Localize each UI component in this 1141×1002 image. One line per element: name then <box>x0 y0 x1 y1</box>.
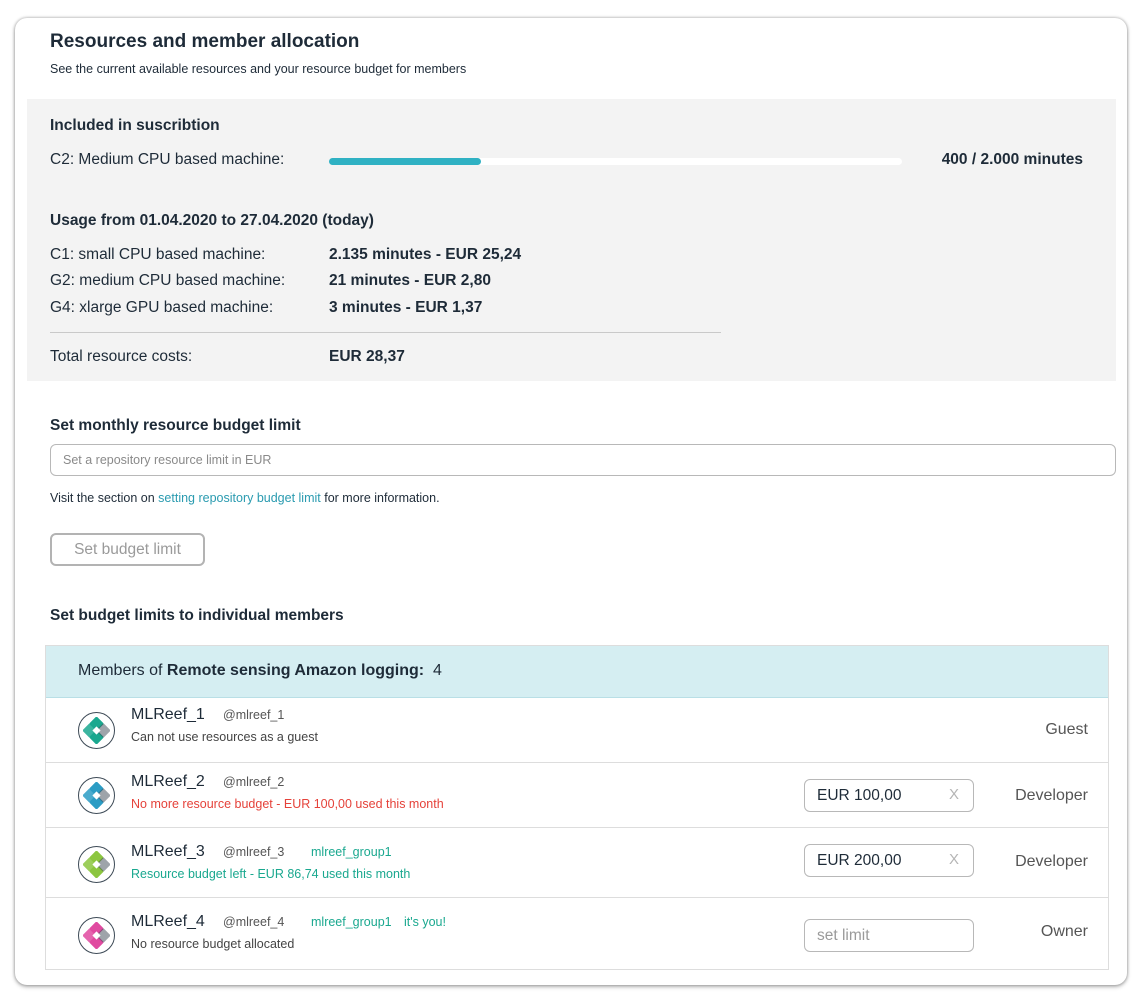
mlreef-logo-icon <box>83 922 110 949</box>
set-budget-limit-button[interactable]: Set budget limit <box>50 533 205 566</box>
usage-divider <box>50 332 721 333</box>
mlreef-logo-icon <box>83 717 110 744</box>
members-list: Members of Remote sensing Amazon logging… <box>45 645 1109 970</box>
total-costs-value: EUR 28,37 <box>329 348 405 365</box>
member-status: No resource budget allocated <box>131 937 295 951</box>
member-role: Owner <box>1040 923 1088 940</box>
subscription-heading: Included in suscribtion <box>50 117 220 134</box>
usage-row-label: C1: small CPU based machine: <box>50 246 266 263</box>
member-budget-field <box>804 919 974 952</box>
subscription-progress-bar <box>329 158 902 165</box>
member-status: Resource budget left - EUR 86,74 used th… <box>131 867 411 881</box>
member-row: MLReef_1 @mlreef_1 Can not use resources… <box>46 698 1108 762</box>
avatar <box>78 846 115 883</box>
member-budget-input[interactable] <box>805 780 945 811</box>
member-role: Developer <box>1015 853 1088 870</box>
usage-row-label: G2: medium CPU based machine: <box>50 272 286 289</box>
budget-info-text: Visit the section on setting repository … <box>50 491 440 505</box>
avatar <box>78 777 115 814</box>
budget-info-prefix: Visit the section on <box>50 491 159 505</box>
members-count: 4 <box>433 662 442 679</box>
member-row: MLReef_4 @mlreef_4 mlreef_group1 it's yo… <box>46 897 1108 971</box>
current-user-tag: it's you! <box>404 915 446 929</box>
avatar <box>78 712 115 749</box>
members-header: Members of Remote sensing Amazon logging… <box>46 646 1108 698</box>
budget-info-link[interactable]: setting repository budget limit <box>158 491 321 505</box>
avatar <box>78 917 115 954</box>
member-handle: @mlreef_3 <box>223 845 285 859</box>
page-subtitle: See the current available resources and … <box>50 62 467 76</box>
member-handle: @mlreef_2 <box>223 775 285 789</box>
resources-card: Resources and member allocation See the … <box>15 18 1127 985</box>
members-project-name: Remote sensing Amazon logging: <box>166 662 425 679</box>
member-name[interactable]: MLReef_3 <box>131 843 205 860</box>
member-name[interactable]: MLReef_4 <box>131 913 205 930</box>
member-budget-field: X <box>804 779 974 812</box>
budget-info-suffix: for more information. <box>320 491 440 505</box>
usage-panel: Included in suscribtion C2: Medium CPU b… <box>27 99 1116 381</box>
repository-budget-input[interactable] <box>50 444 1116 476</box>
budget-limit-heading: Set monthly resource budget limit <box>50 417 301 434</box>
usage-row-value: 3 minutes - EUR 1,37 <box>329 299 483 316</box>
member-budget-input[interactable] <box>805 920 945 951</box>
total-costs-label: Total resource costs: <box>50 348 193 365</box>
subscription-usage-text: 400 / 2.000 minutes <box>941 151 1083 168</box>
mlreef-logo-icon <box>83 782 110 809</box>
clear-icon[interactable]: X <box>948 851 959 868</box>
member-status: No more resource budget - EUR 100,00 use… <box>131 797 444 811</box>
member-group-link[interactable]: mlreef_group1 <box>311 915 392 929</box>
member-status: Can not use resources as a guest <box>131 730 318 744</box>
member-budget-field: X <box>804 844 974 877</box>
member-role: Guest <box>1045 721 1088 738</box>
mlreef-logo-icon <box>83 851 110 878</box>
member-group-link[interactable]: mlreef_group1 <box>311 845 392 859</box>
member-row: MLReef_2 @mlreef_2 No more resource budg… <box>46 762 1108 827</box>
members-heading: Set budget limits to individual members <box>50 607 344 624</box>
usage-row-value: 2.135 minutes - EUR 25,24 <box>329 246 522 263</box>
usage-row-value: 21 minutes - EUR 2,80 <box>329 272 491 289</box>
member-role: Developer <box>1015 787 1088 804</box>
member-name[interactable]: MLReef_2 <box>131 773 205 790</box>
usage-row-label: G4: xlarge GPU based machine: <box>50 299 274 316</box>
member-row: MLReef_3 @mlreef_3 mlreef_group1 Resourc… <box>46 827 1108 897</box>
subscription-machine-label: C2: Medium CPU based machine: <box>50 151 285 168</box>
members-header-prefix: Members of <box>78 662 167 679</box>
member-name[interactable]: MLReef_1 <box>131 706 205 723</box>
member-handle: @mlreef_4 <box>223 915 285 929</box>
subscription-progress-fill <box>329 158 481 165</box>
usage-heading: Usage from 01.04.2020 to 27.04.2020 (tod… <box>50 212 374 229</box>
member-budget-input[interactable] <box>805 845 945 876</box>
clear-icon[interactable]: X <box>948 786 959 803</box>
page-title: Resources and member allocation <box>50 31 360 52</box>
member-handle: @mlreef_1 <box>223 708 285 722</box>
